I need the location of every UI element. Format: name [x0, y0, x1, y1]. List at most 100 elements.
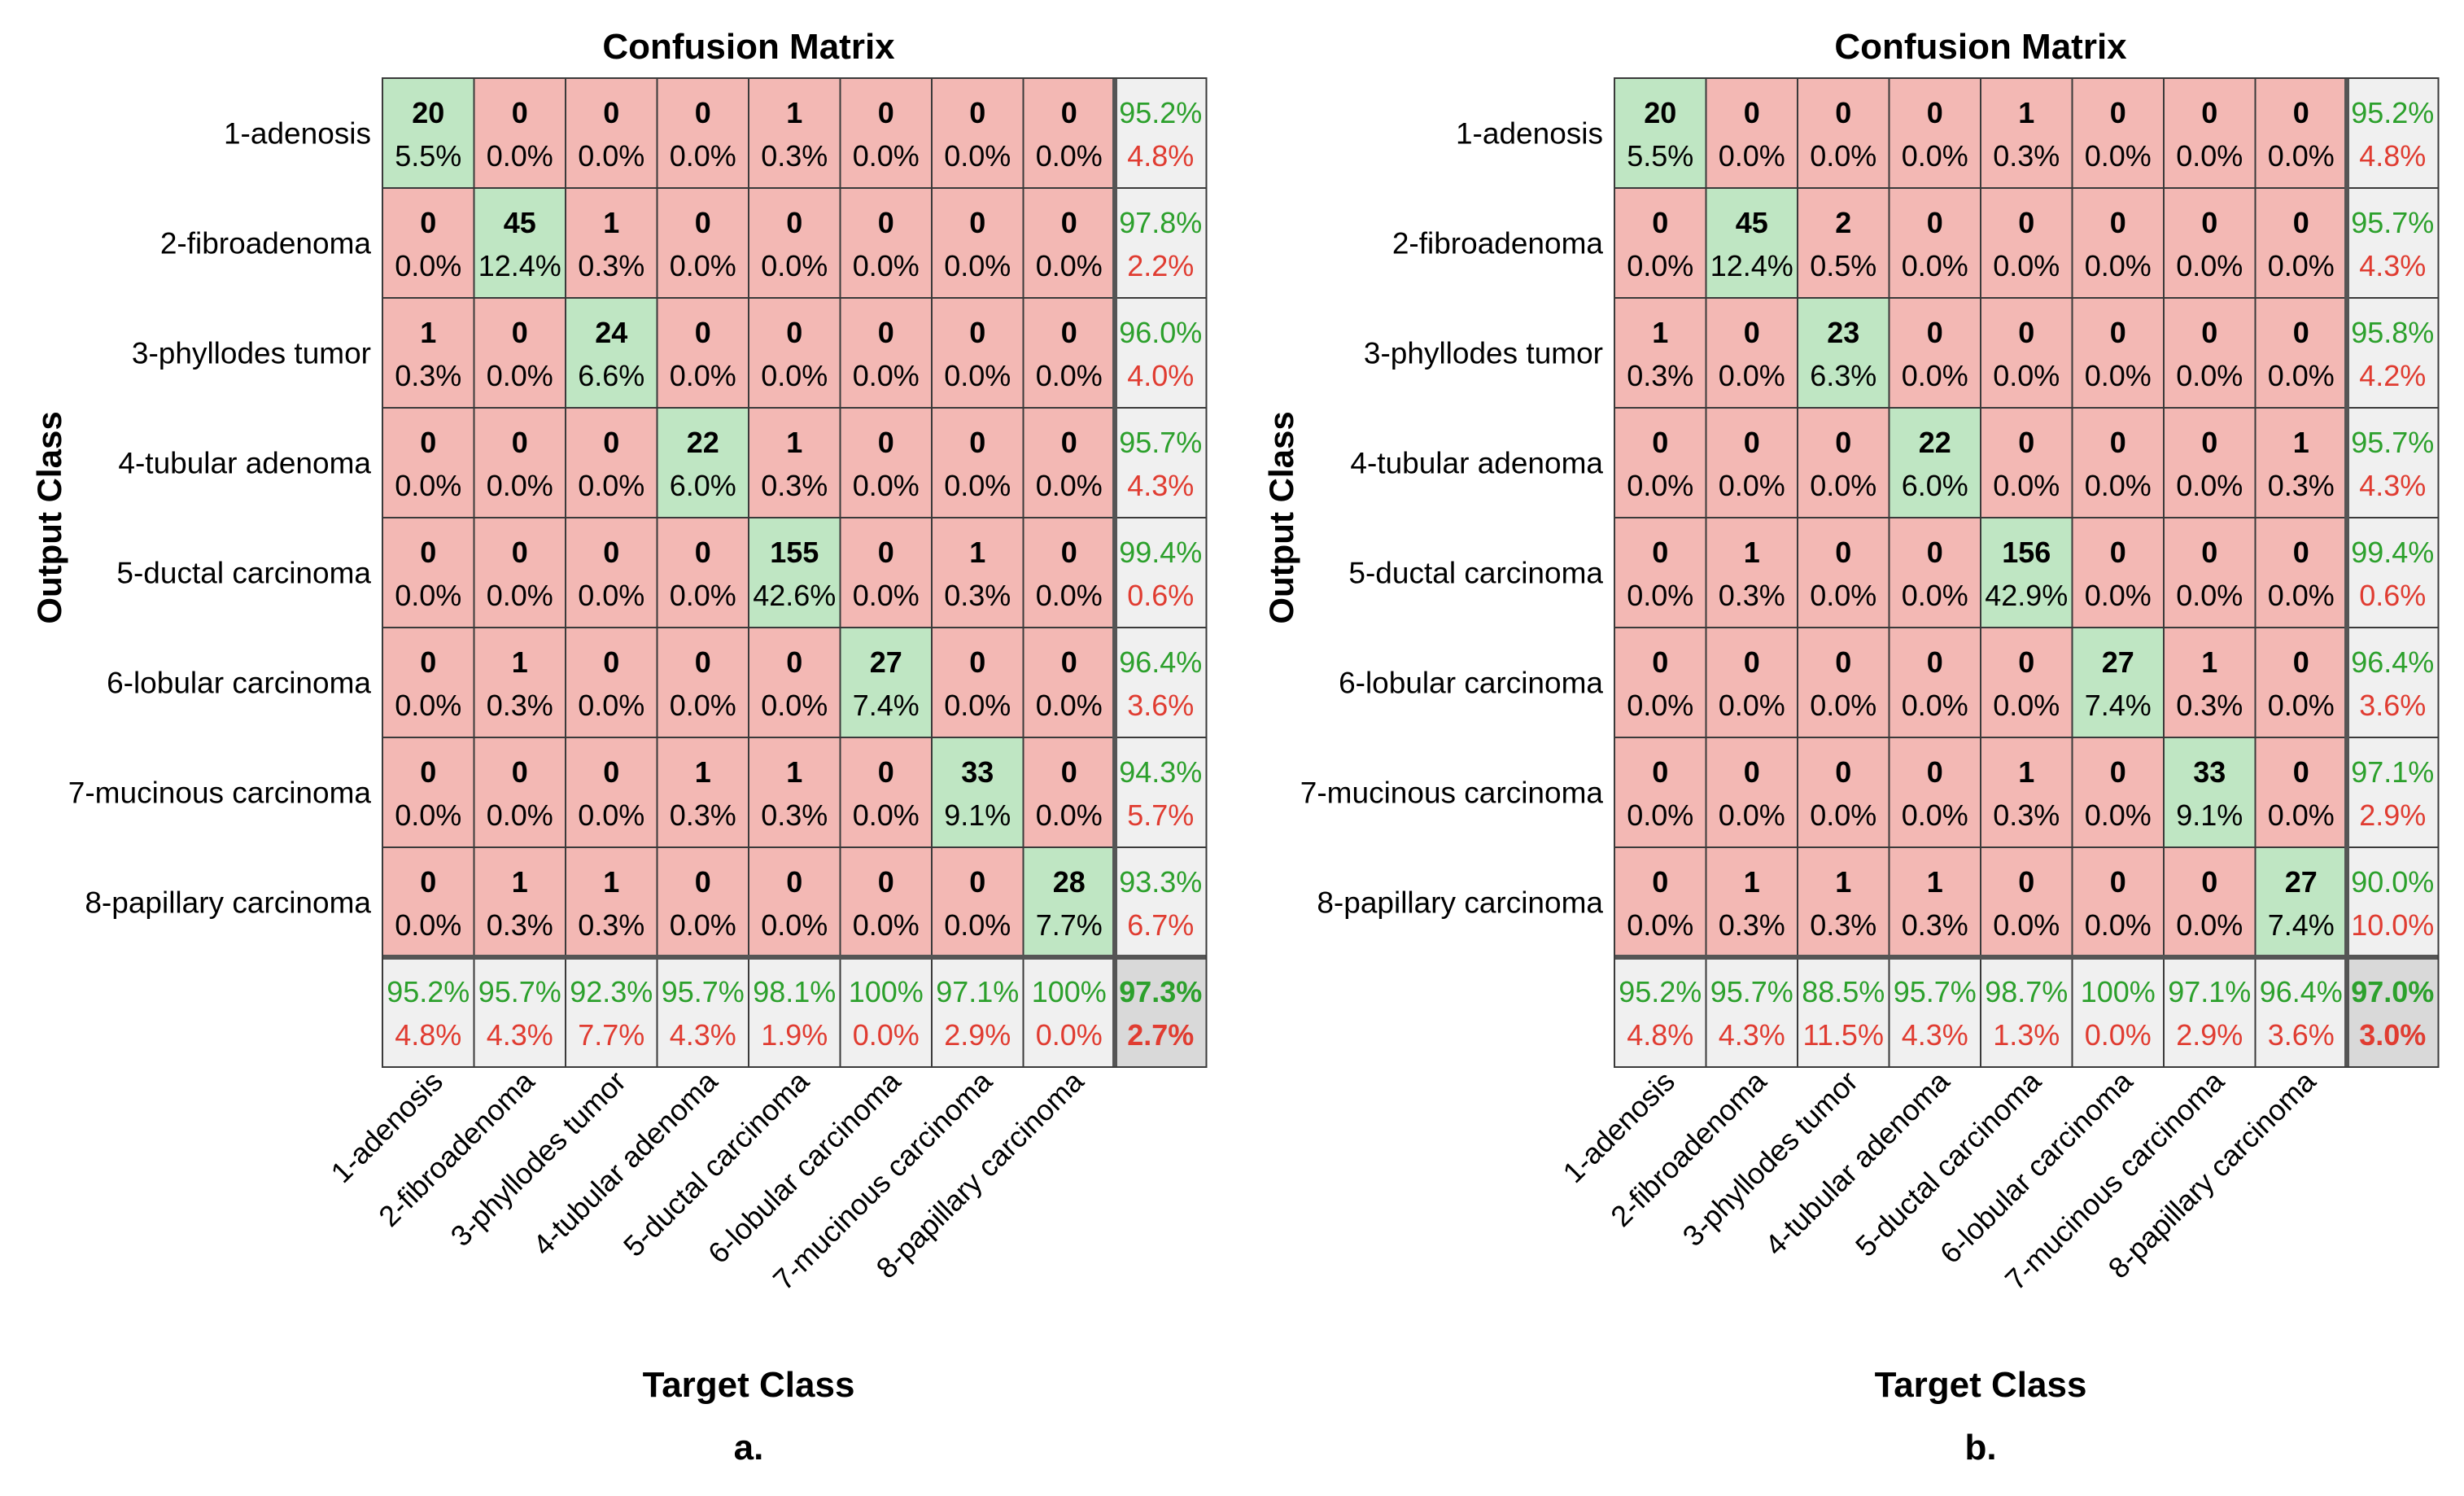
accuracy-percent: 96.4% [1119, 645, 1202, 679]
error-percent: 0.0% [2085, 1018, 2152, 1052]
misclassified-cell [382, 846, 475, 958]
cell-count: 0 [2110, 536, 2126, 569]
cell-percent: 0.0% [1036, 469, 1103, 502]
error-percent: 11.5% [1803, 1018, 1884, 1052]
cell-percent: 0.0% [1719, 139, 1785, 173]
accuracy-percent: 97.1% [936, 975, 1019, 1008]
y-axis-label: Output Class [1262, 411, 1300, 623]
cell-count: 22 [1919, 426, 1951, 459]
misclassified-cell [1980, 187, 2073, 299]
cell-count: 0 [2293, 96, 2309, 129]
cell-percent: 0.0% [1036, 139, 1103, 173]
cell-count: 0 [420, 865, 436, 899]
cell-count: 0 [420, 645, 436, 679]
cell-percent: 0.0% [1902, 798, 1968, 832]
cell-percent: 0.3% [2268, 469, 2335, 502]
column-class-label: 2-fibroadenoma [1604, 1064, 1773, 1233]
misclassified-cell [2254, 187, 2348, 299]
error-percent: 5.7% [1127, 798, 1194, 832]
correct-cell [1705, 187, 1798, 299]
cell-count: 0 [512, 96, 528, 129]
error-percent: 0.6% [1127, 579, 1194, 612]
cell-percent: 0.0% [1627, 908, 1693, 942]
accuracy-percent: 95.2% [1619, 975, 1702, 1008]
cell-percent: 6.0% [1902, 469, 1968, 502]
accuracy-percent: 96.0% [1119, 316, 1202, 349]
misclassified-cell [1705, 737, 1798, 848]
cell-percent: 0.3% [2176, 689, 2243, 722]
cell-percent: 0.0% [2085, 908, 2152, 942]
cell-percent: 7.4% [2085, 689, 2152, 722]
cell-percent: 0.0% [1627, 689, 1693, 722]
cell-count: 0 [1835, 426, 1851, 459]
cell-count: 0 [512, 316, 528, 349]
error-percent: 2.2% [1127, 249, 1194, 282]
cell-percent: 12.4% [478, 249, 561, 282]
misclassified-cell [931, 187, 1024, 299]
accuracy-percent: 95.7% [662, 975, 745, 1008]
cell-count: 24 [595, 316, 627, 349]
cell-count: 0 [1927, 755, 1943, 789]
accuracy-percent: 94.3% [1119, 755, 1202, 789]
cell-count: 0 [2293, 316, 2309, 349]
cell-percent: 0.0% [1810, 689, 1876, 722]
error-percent: 4.3% [1902, 1018, 1968, 1052]
cell-count: 1 [512, 645, 528, 679]
cell-percent: 0.0% [2176, 469, 2243, 502]
error-percent: 2.9% [2176, 1018, 2243, 1052]
column-class-label: 2-fibroadenoma [372, 1064, 541, 1233]
error-percent: 0.0% [1036, 1018, 1103, 1052]
cell-percent: 0.3% [487, 689, 553, 722]
row-class-label: 3-phyllodes tumor [132, 337, 371, 370]
misclassified-cell [382, 187, 475, 299]
cell-percent: 0.0% [487, 798, 553, 832]
column-summary-cell [565, 956, 658, 1068]
cell-percent: 5.5% [1627, 139, 1693, 173]
accuracy-percent: 97.3% [1119, 975, 1202, 1008]
overall-accuracy-cell [2346, 956, 2440, 1068]
misclassified-cell [1797, 627, 1890, 738]
cell-count: 0 [1744, 755, 1760, 789]
error-percent: 0.0% [853, 1018, 920, 1052]
cell-percent: 0.0% [2268, 689, 2335, 722]
cell-count: 0 [1061, 316, 1077, 349]
row-summary-cell [1114, 407, 1208, 518]
cell-count: 0 [969, 96, 985, 129]
cell-percent: 0.0% [2085, 139, 2152, 173]
cell-percent: 0.0% [1902, 689, 1968, 722]
misclassified-cell [473, 407, 566, 518]
cell-percent: 0.0% [1036, 579, 1103, 612]
cell-percent: 9.1% [944, 798, 1011, 832]
panel-label: a. [734, 1428, 764, 1468]
accuracy-percent: 95.7% [478, 975, 561, 1008]
confusion-matrix-chart-a: Confusion Matrix 20 5.5% 0 0.0% 0 0.0% 0 0.0% 1 0.… [30, 27, 1208, 1468]
error-percent: 3.6% [1127, 689, 1194, 722]
cell-count: 0 [1835, 645, 1851, 679]
cell-count: 20 [412, 96, 444, 129]
column-summary-cell [1888, 956, 1981, 1068]
error-percent: 1.9% [761, 1018, 828, 1052]
cell-count: 1 [1927, 865, 1943, 899]
cell-percent: 0.0% [1810, 798, 1876, 832]
error-percent: 4.8% [395, 1018, 461, 1052]
cell-count: 0 [1061, 96, 1077, 129]
cell-count: 0 [1835, 96, 1851, 129]
error-percent: 1.3% [1993, 1018, 2060, 1052]
error-percent: 3.6% [2268, 1018, 2335, 1052]
cell-percent: 0.3% [1993, 139, 2060, 173]
misclassified-cell [2254, 407, 2348, 518]
misclassified-cell [748, 297, 841, 409]
cell-count: 22 [687, 426, 719, 459]
cell-count: 0 [969, 206, 985, 239]
correct-cell [382, 77, 475, 189]
cell-count: 0 [695, 316, 711, 349]
cell-count: 45 [504, 206, 536, 239]
cell-count: 0 [2201, 865, 2217, 899]
error-percent: 4.3% [1127, 469, 1194, 502]
cell-count: 33 [2193, 755, 2226, 789]
cell-percent: 0.0% [1627, 579, 1693, 612]
accuracy-percent: 100% [2081, 975, 2156, 1008]
misclassified-cell [1980, 77, 2073, 189]
misclassified-cell [2163, 846, 2256, 958]
accuracy-percent: 95.7% [2351, 426, 2434, 459]
